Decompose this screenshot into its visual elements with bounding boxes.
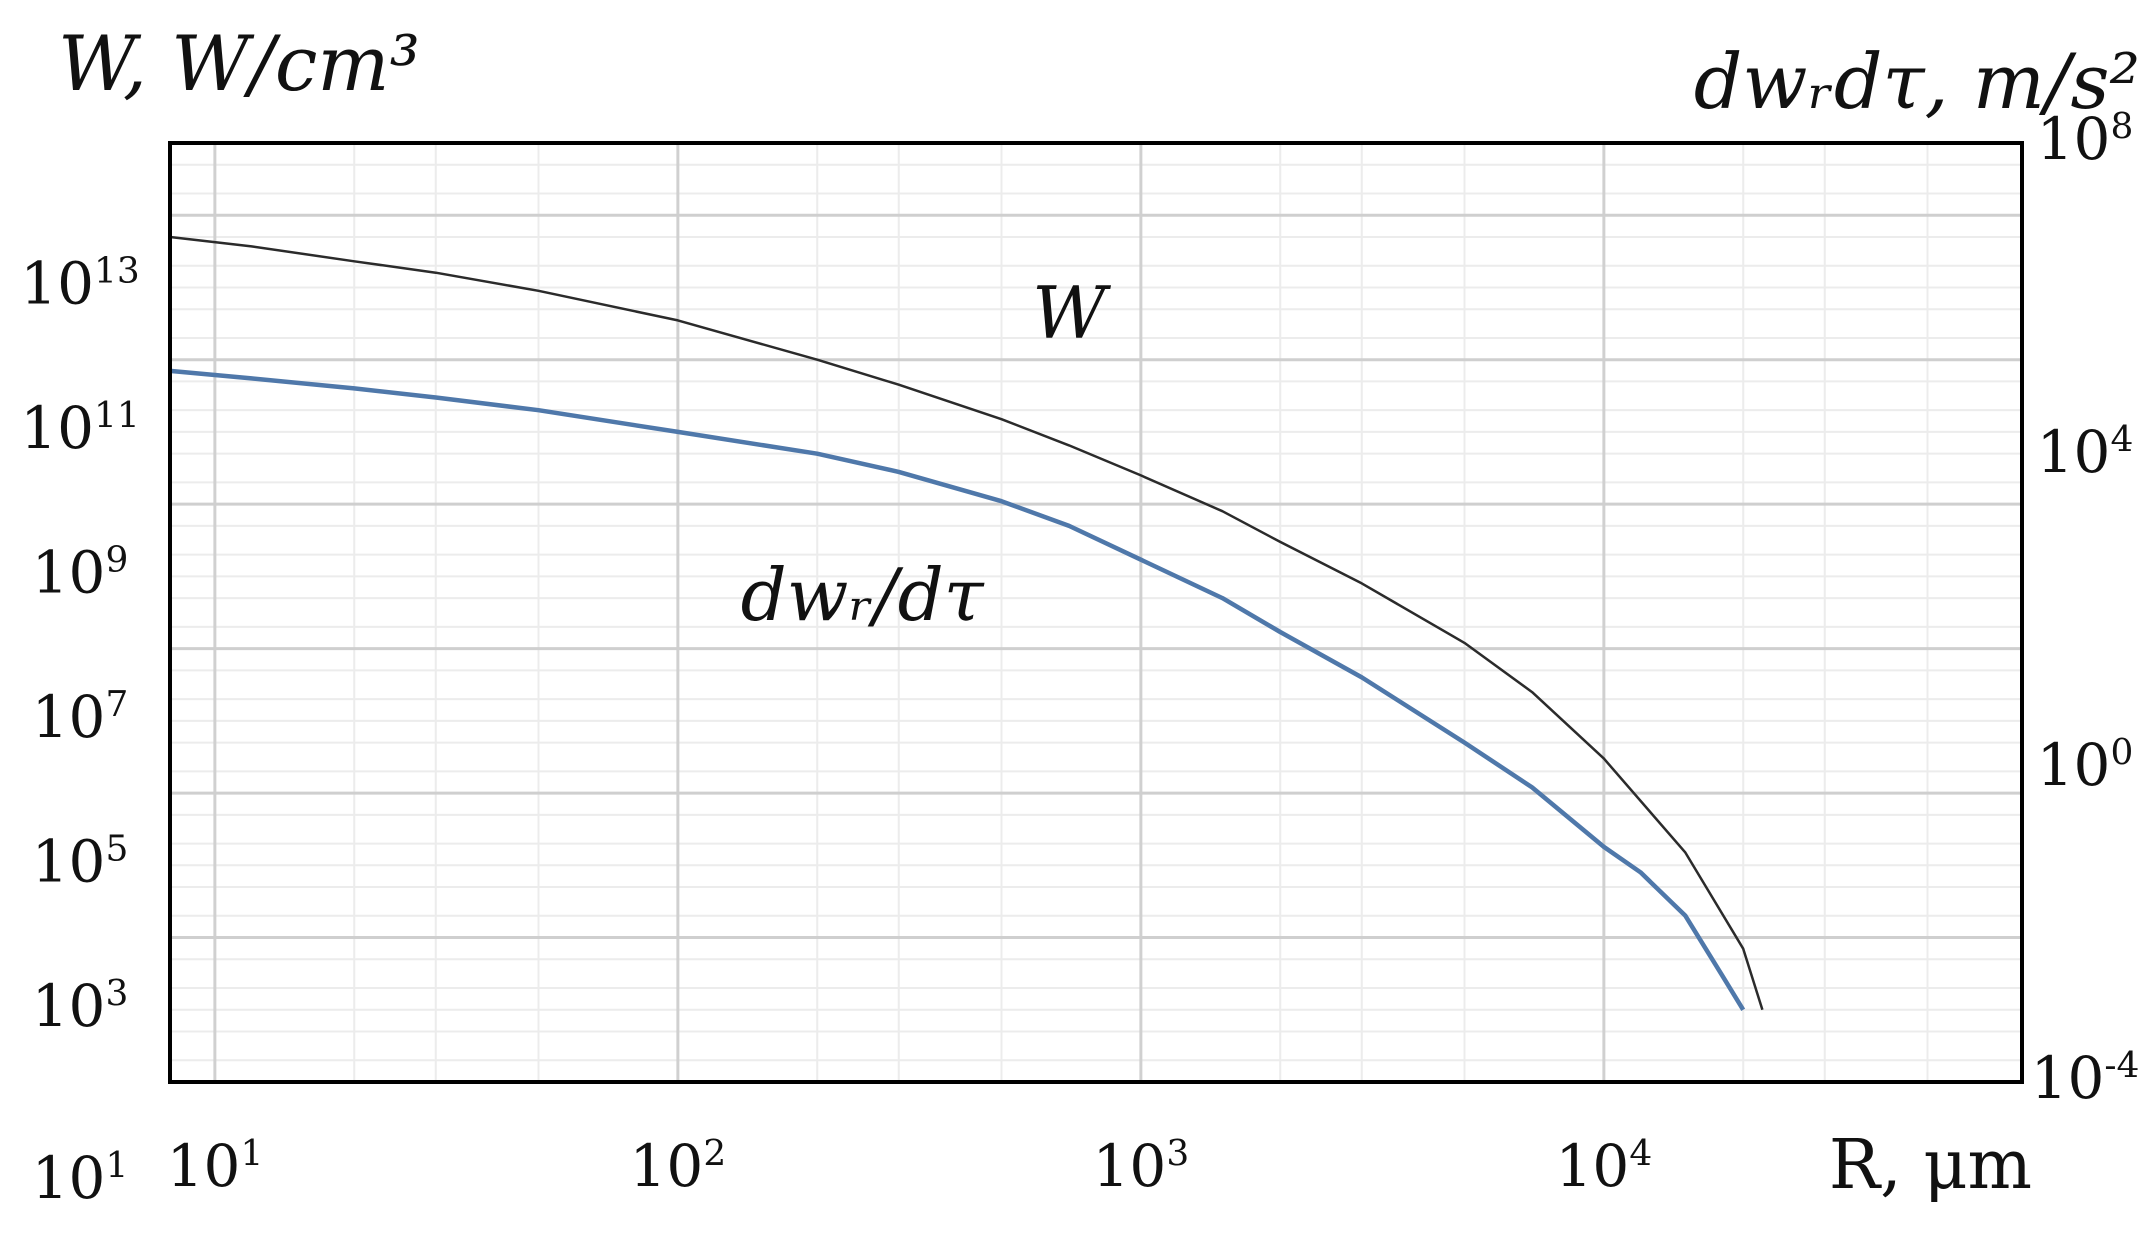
w-curve (169, 235, 1764, 1011)
w-curve-label: W (1032, 271, 1111, 355)
left-y-tick-label: 103 (32, 972, 129, 1040)
left-y-tick-label: 1011 (20, 394, 140, 462)
right-y-tick-label: 10-4 (2031, 1044, 2140, 1112)
x-tick-label: 104 (1556, 1132, 1653, 1200)
right-axis-label: dwᵣdτ, m/s² (1694, 37, 2140, 126)
plot-area-frame (168, 141, 2024, 1084)
x-tick-label: 103 (1093, 1132, 1190, 1200)
left-y-tick-labels: 101 103 105 107 109 1011 1013 (20, 249, 140, 1212)
acceleration-curve-label: dwᵣ/dτ (741, 553, 985, 637)
major-gridlines (170, 143, 2022, 1082)
series-layer (169, 235, 1764, 1011)
left-y-tick-label: 109 (32, 538, 129, 606)
left-y-tick-label: 1013 (20, 249, 140, 317)
x-tick-label: 102 (630, 1132, 727, 1200)
x-axis-label: R, μm (1829, 1126, 2032, 1205)
right-y-tick-labels: 10-4 100 104 108 (2031, 105, 2140, 1112)
right-y-tick-label: 104 (2037, 418, 2134, 486)
left-y-tick-label: 107 (32, 683, 129, 751)
right-y-tick-label: 108 (2037, 105, 2134, 173)
left-axis-label: W, W/cm³ (58, 19, 420, 108)
acceleration-curve (169, 368, 1746, 1011)
minor-gridlines (170, 143, 2022, 1082)
x-tick-label: 101 (167, 1132, 264, 1200)
left-y-tick-label: 101 (32, 1144, 129, 1212)
right-y-tick-label: 100 (2037, 731, 2134, 799)
left-y-tick-label: 105 (32, 827, 129, 895)
x-tick-labels: 101 102 103 104 (167, 1132, 1653, 1200)
